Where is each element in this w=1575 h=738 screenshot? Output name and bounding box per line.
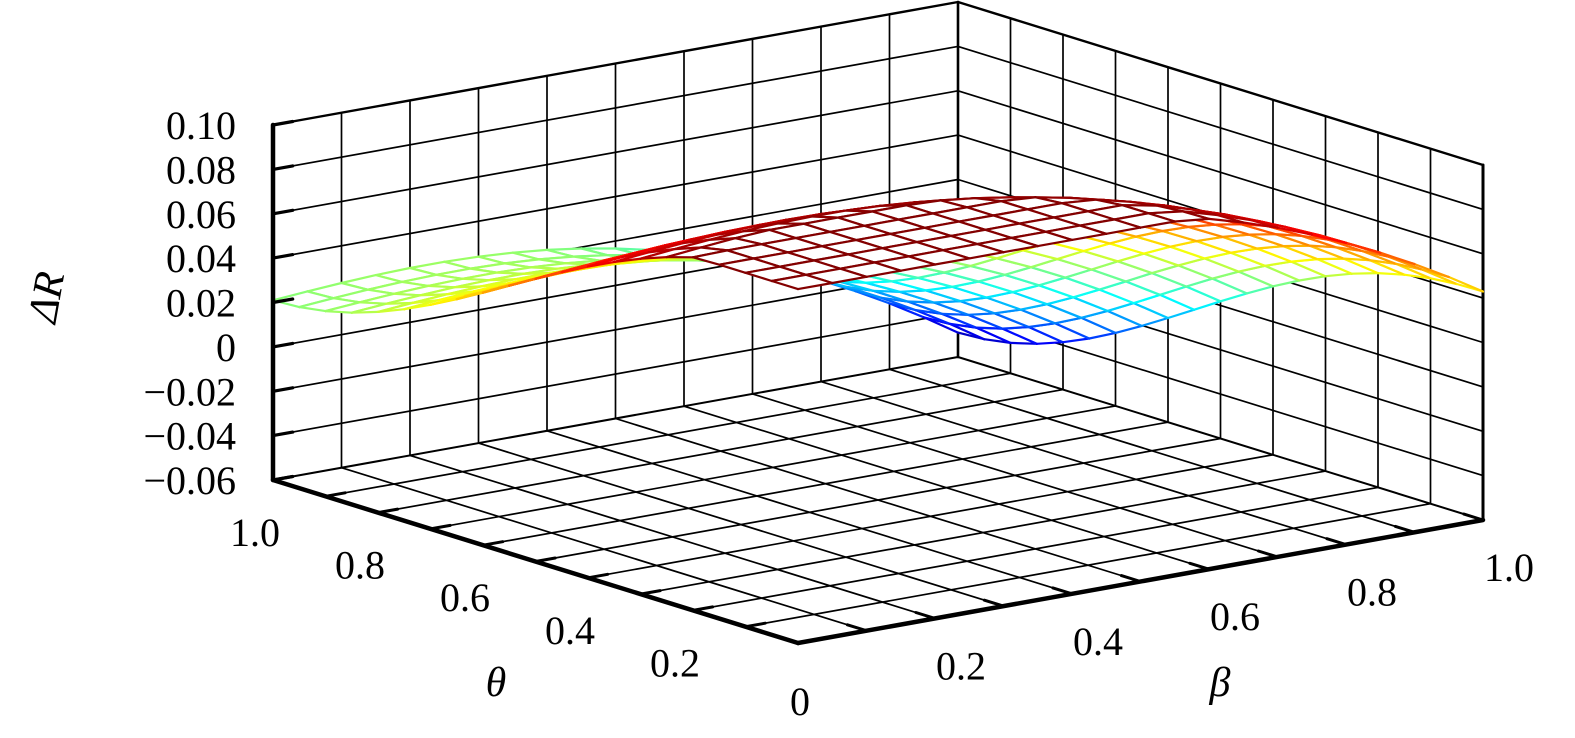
z-tick-label: −0.06 bbox=[143, 458, 236, 503]
floor-grid bbox=[324, 368, 1432, 632]
z-tick-label: 0.08 bbox=[166, 147, 236, 192]
beta-axis-title: β bbox=[1209, 660, 1231, 706]
z-tick-label: 0.10 bbox=[166, 103, 236, 148]
z-axis-title: ΔR bbox=[20, 268, 74, 328]
theta-tick-label: 1.0 bbox=[230, 510, 280, 555]
z-tick-label: 0 bbox=[216, 325, 236, 370]
z-tick-label: 0.02 bbox=[166, 281, 236, 326]
z-tick-label: −0.02 bbox=[143, 369, 236, 414]
beta-tick-label: 0.2 bbox=[936, 643, 986, 688]
theta-tick-label: 0.4 bbox=[545, 608, 595, 653]
tick-marks bbox=[271, 119, 1485, 633]
beta-tick-label: 0.4 bbox=[1073, 619, 1123, 664]
front-axes bbox=[270, 122, 1486, 646]
tick-labels: 0.100.080.060.040.020−0.02−0.04−0.061.00… bbox=[143, 103, 1534, 724]
z-tick-label: 0.06 bbox=[166, 192, 236, 237]
axis-titles: ΔR θ β bbox=[20, 268, 1231, 706]
theta-tick-label: 0.8 bbox=[335, 543, 385, 588]
theta-axis-title: θ bbox=[486, 660, 507, 706]
beta-tick-label: 0.8 bbox=[1347, 570, 1397, 615]
z-tick-label: −0.04 bbox=[143, 414, 236, 459]
beta-tick-label: 1.0 bbox=[1484, 545, 1534, 590]
theta-tick-label: 0.6 bbox=[440, 575, 490, 620]
mesh-surface bbox=[271, 196, 1485, 345]
beta-tick-label: 0.6 bbox=[1210, 594, 1260, 639]
beta-tick-label: 0 bbox=[790, 679, 810, 724]
theta-tick-label: 0.2 bbox=[650, 640, 700, 685]
z-tick-label: 0.04 bbox=[166, 236, 236, 281]
